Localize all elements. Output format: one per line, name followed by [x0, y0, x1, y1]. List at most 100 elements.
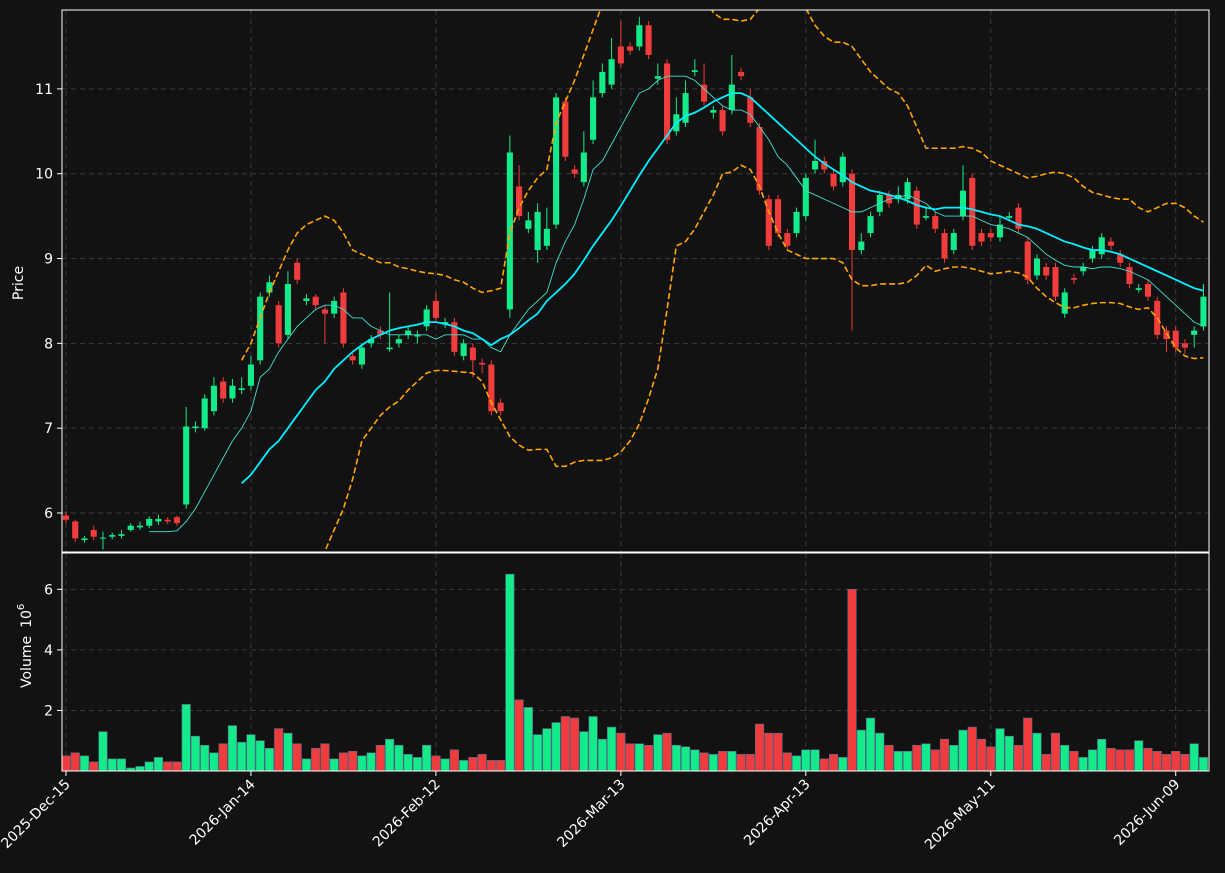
volume-bar — [1078, 757, 1088, 771]
volume-bar — [486, 760, 496, 771]
candle-body — [460, 343, 467, 357]
volume-bar — [616, 732, 626, 771]
candle-body — [321, 309, 328, 314]
volume-bar — [662, 732, 672, 771]
volume-bar — [875, 732, 885, 771]
y-tick-label: 7 — [44, 421, 53, 437]
candle-body — [978, 233, 985, 242]
candle-body — [155, 518, 162, 522]
volume-bar — [514, 699, 524, 771]
volume-bar — [902, 751, 913, 771]
volume-bar — [801, 749, 811, 771]
candle-body — [432, 300, 439, 318]
candle-body — [1200, 296, 1207, 327]
candle-body — [368, 339, 375, 344]
price-panel — [62, 10, 1207, 552]
volume-bar — [440, 758, 450, 771]
volume-bar — [116, 758, 127, 771]
volume-bar — [579, 731, 589, 771]
candle-body — [183, 426, 190, 505]
candle-body — [109, 535, 116, 537]
overlay-line — [149, 75, 1204, 533]
candle-body — [127, 525, 134, 530]
volume-bar — [699, 752, 709, 771]
candle-body — [238, 388, 245, 390]
candle-body — [469, 347, 476, 361]
volume-bar — [459, 760, 469, 771]
candle-body — [340, 292, 347, 344]
candle-body — [867, 216, 874, 234]
volume-bar — [1004, 735, 1014, 771]
volume-bar — [1115, 749, 1125, 771]
volume-bar — [422, 744, 432, 771]
volume-bar — [1152, 751, 1162, 771]
candle-body — [349, 356, 356, 361]
volume-bar — [237, 741, 247, 771]
candle-body — [62, 515, 70, 520]
candle-body — [294, 262, 301, 280]
volume-bar — [431, 755, 441, 771]
candle-body — [617, 46, 624, 64]
volume-bar — [523, 707, 533, 771]
candle-body — [497, 402, 504, 412]
volume-bar — [865, 717, 876, 771]
volume-bar — [745, 754, 755, 771]
volume-bar — [209, 752, 219, 771]
candle-body — [201, 398, 208, 429]
volume-bar — [311, 747, 321, 771]
candle-body — [331, 300, 338, 314]
volume-bar — [1087, 749, 1098, 771]
volume-bar — [1134, 740, 1144, 771]
volume-bar — [283, 732, 293, 771]
volume-bar — [995, 728, 1005, 771]
candle-body — [192, 426, 199, 429]
y-tick-label: 6 — [44, 582, 53, 598]
volume-bar — [939, 738, 950, 771]
candle-body — [802, 177, 809, 217]
candle-body — [284, 283, 291, 335]
candle-body — [701, 84, 708, 102]
volume-bar — [893, 751, 903, 771]
candle-body — [358, 347, 365, 365]
volume-bar — [533, 734, 543, 771]
y-axis-label: Price — [11, 266, 27, 300]
volume-bar — [1198, 757, 1209, 771]
candle-body — [599, 71, 606, 94]
candle-body — [451, 322, 458, 352]
volume-bar — [338, 752, 348, 771]
candle-body — [969, 177, 976, 246]
candle-body — [1163, 330, 1170, 340]
candle-body — [645, 25, 652, 55]
volume-bar — [107, 758, 117, 771]
candle-body — [608, 59, 615, 85]
volume-bar — [1143, 747, 1153, 771]
candle-body — [1107, 241, 1115, 246]
volume-bar — [366, 752, 376, 771]
volume-bar — [1023, 717, 1033, 771]
volume-bar — [218, 743, 228, 771]
overlay-line — [323, 164, 1204, 552]
volume-bar — [292, 743, 302, 771]
volume-bar — [560, 716, 570, 771]
volume-bar — [172, 761, 182, 771]
candle-body — [1154, 300, 1161, 335]
candle-body — [821, 160, 828, 170]
candle-body — [1043, 267, 1050, 276]
volume-bar — [348, 751, 358, 771]
volume-bar — [477, 754, 487, 771]
volume-panel — [62, 573, 1209, 771]
y-tick-label: 10 — [35, 167, 53, 183]
volume-bar — [357, 755, 367, 771]
candle-body — [1098, 237, 1105, 255]
candle-body — [488, 364, 495, 412]
candle-body — [1080, 267, 1087, 272]
candle-body — [784, 233, 791, 246]
volume-bar — [449, 749, 459, 771]
candle-body — [553, 97, 560, 225]
volume-bar — [856, 729, 866, 771]
volume-bar — [98, 731, 108, 771]
candle-body — [590, 97, 597, 140]
candle-body — [118, 534, 125, 536]
candle-body — [136, 525, 144, 528]
